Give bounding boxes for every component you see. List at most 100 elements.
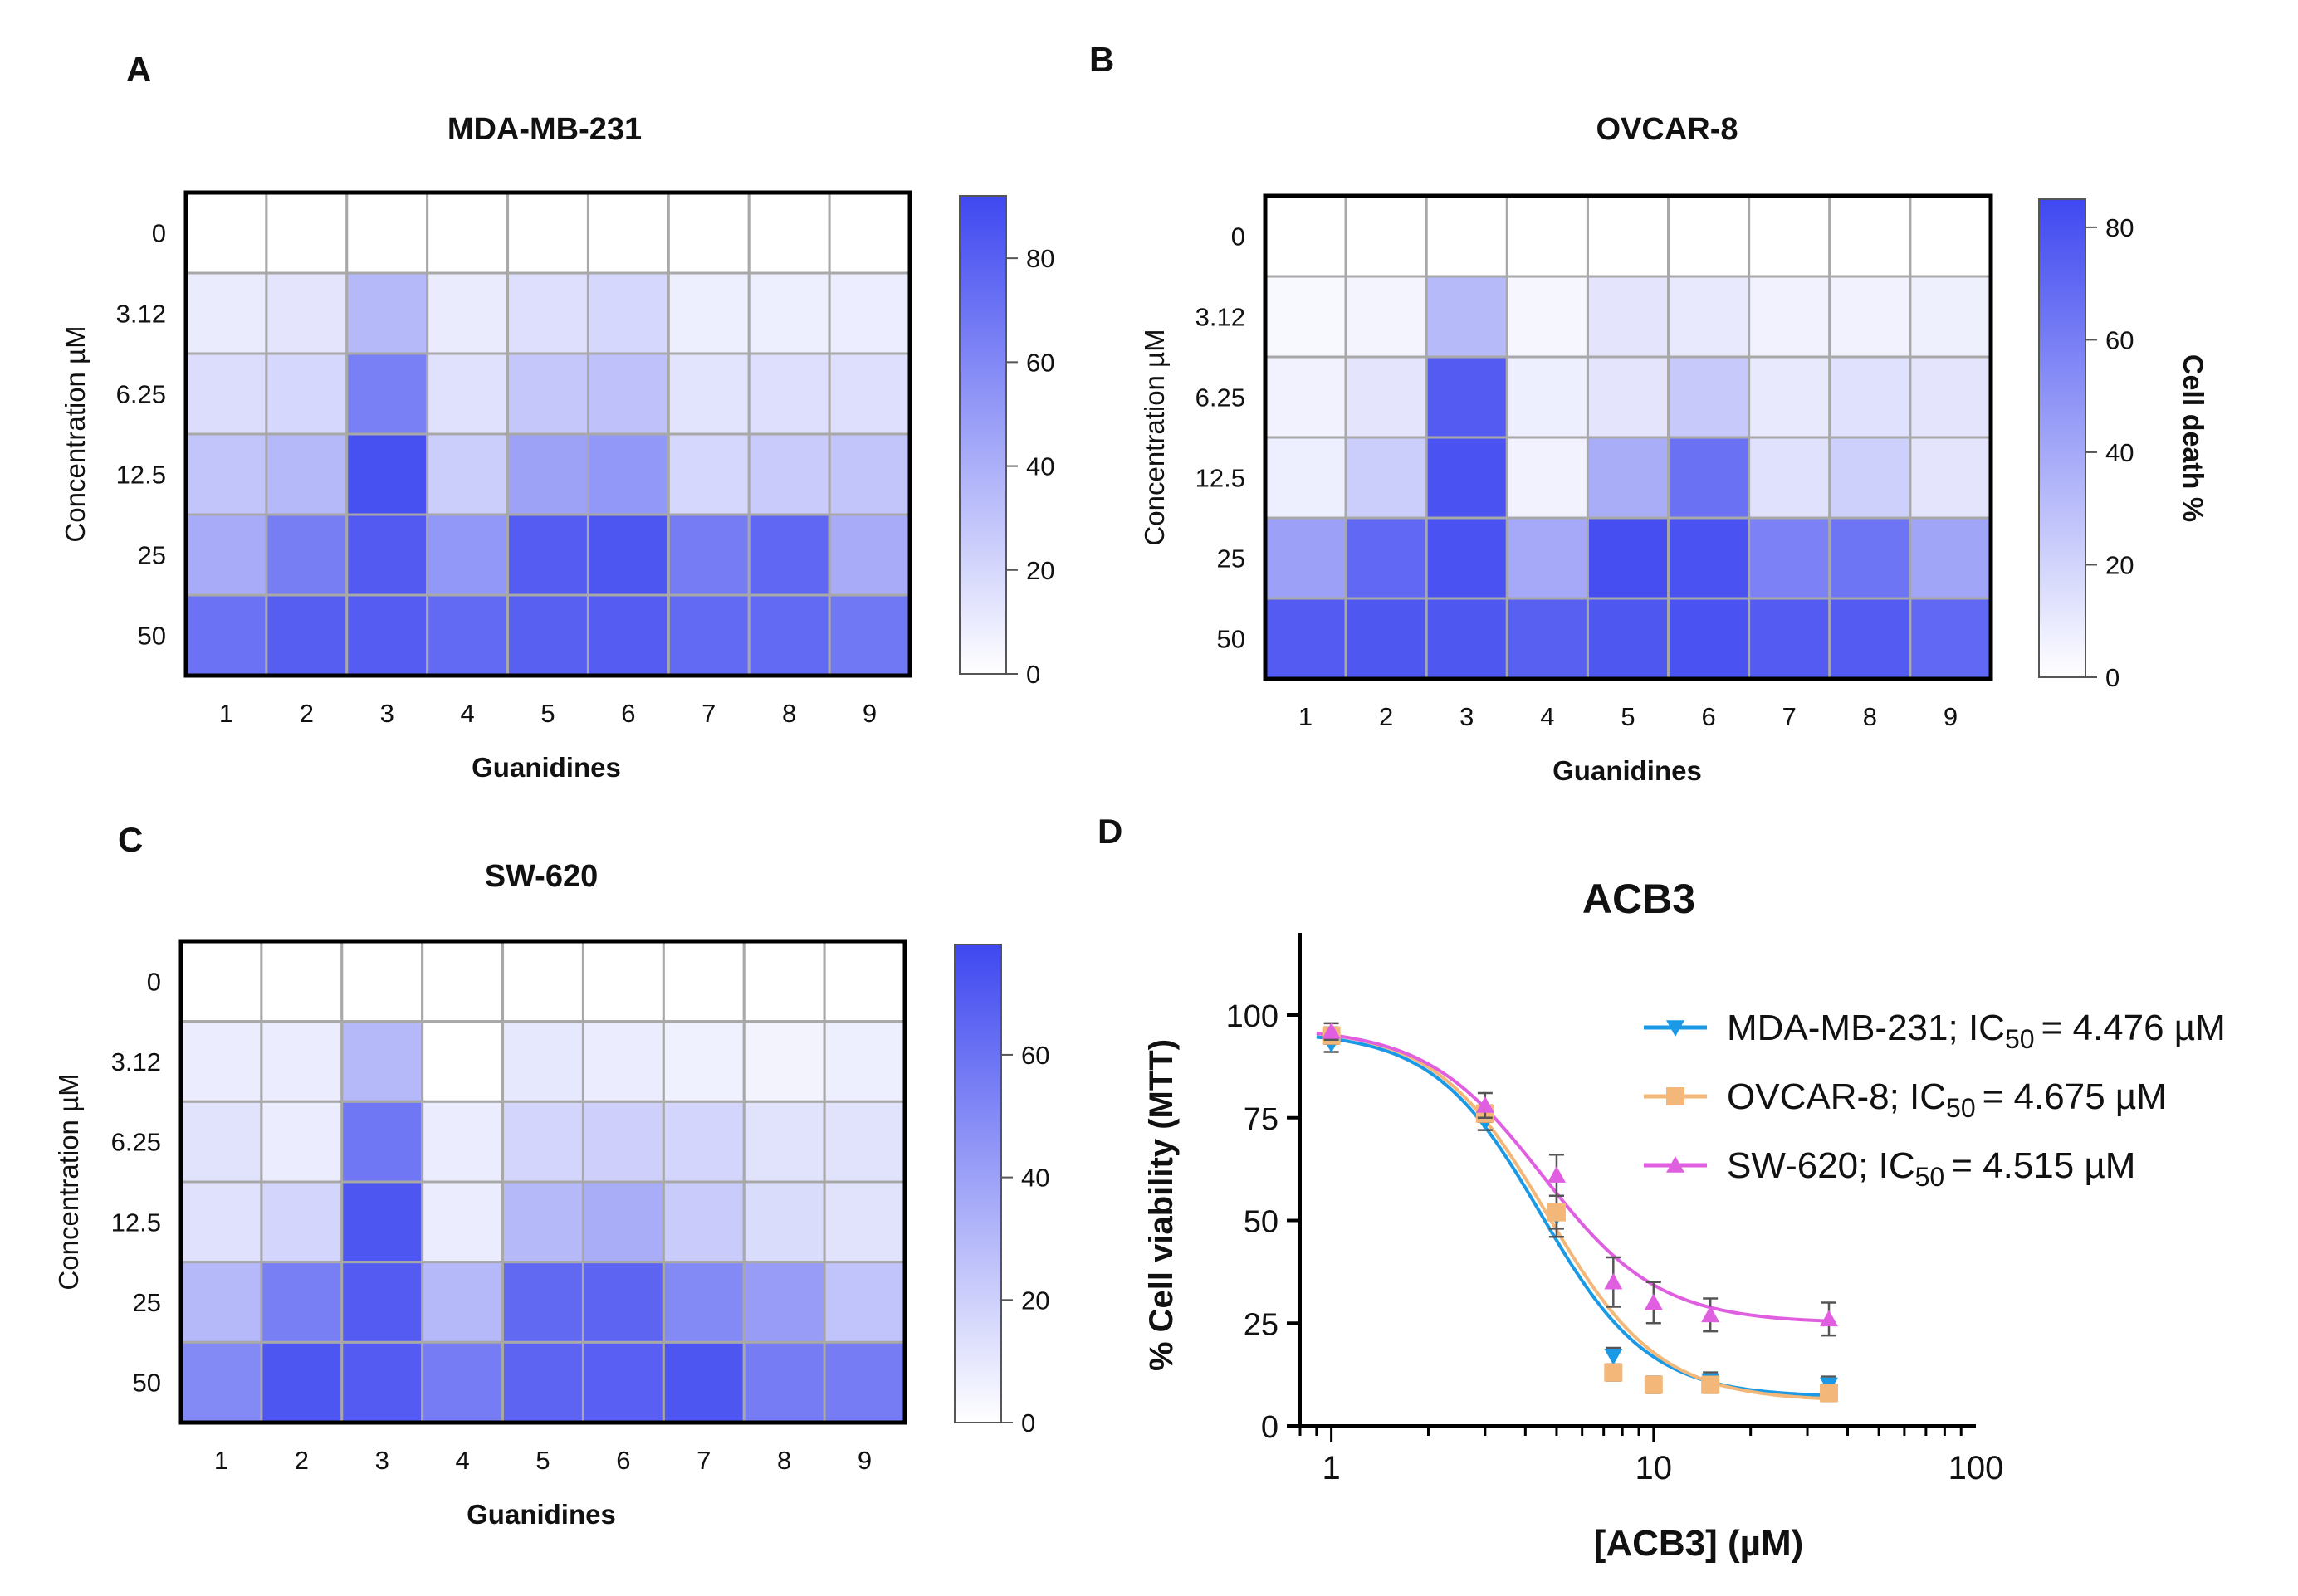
colorbar-tick-label: 80 [2105, 213, 2134, 242]
heatmap-cell [581, 1020, 665, 1103]
heatmap-cell [506, 191, 589, 275]
heatmap-cell [426, 513, 510, 597]
column-label: 2 [300, 699, 314, 728]
column-label: 9 [863, 699, 877, 728]
legend-ic50-value: = 4.515 µM [1951, 1145, 2135, 1186]
column-label: 8 [782, 699, 796, 728]
heatmap-cell [421, 1340, 505, 1424]
colorbar-tick-label: 0 [1021, 1408, 1035, 1437]
column-label: 4 [455, 1446, 469, 1475]
panel-letter-c: C [118, 820, 143, 859]
column-label: 5 [1621, 702, 1635, 731]
data-point [1820, 1384, 1839, 1403]
heatmap-cell [260, 1340, 344, 1424]
legend-subscript: 50 [1946, 1093, 1976, 1123]
heatmap-cell [506, 432, 589, 516]
row-label: 3.12 [1195, 303, 1245, 332]
heatmap-cell [823, 1100, 907, 1184]
data-point [1701, 1375, 1720, 1394]
legend-item: SW-620; IC50 = 4.515 µM [1644, 1145, 2135, 1192]
panel-letter-a: A [126, 50, 151, 89]
column-label: 3 [375, 1446, 389, 1475]
heatmap-title: SW-620 [485, 859, 599, 894]
legend-label: MDA-MB-231; IC50 = 4.476 µM [1727, 1008, 2226, 1054]
colorbar-tick-label: 20 [1021, 1286, 1049, 1315]
colorbar-tick-label: 0 [2105, 663, 2120, 692]
heatmap-frame [178, 939, 907, 1425]
heatmap-cell [742, 1020, 826, 1103]
heatmap-cell [1425, 194, 1508, 278]
column-label: 7 [697, 1446, 711, 1475]
x-axis-label: Guanidines [472, 752, 621, 783]
column-label: 1 [214, 1446, 228, 1475]
heatmap-cell [345, 432, 429, 516]
data-point [1644, 1375, 1663, 1394]
legend-series-text: SW-620; IC [1727, 1145, 1915, 1186]
colorbar [954, 944, 1002, 1423]
colorbar-tick-label: 40 [2105, 438, 2134, 467]
y-tick-label: 0 [1261, 1410, 1279, 1445]
column-label: 6 [621, 699, 635, 728]
heatmap-cell [1586, 516, 1670, 600]
heatmap-cell [1748, 516, 1831, 600]
heatmap-cell [506, 352, 589, 436]
heatmap-cell [421, 1100, 505, 1184]
heatmap-cell [1667, 516, 1751, 600]
heatmap-cell [747, 271, 831, 355]
heatmap-cell [179, 940, 263, 1023]
heatmap-cell [823, 1180, 907, 1264]
heatmap-cell [506, 271, 589, 355]
heatmap-cell [667, 352, 751, 436]
heatmap-cell [662, 1100, 746, 1184]
heatmap-cell [1264, 436, 1347, 520]
column-label: 8 [777, 1446, 791, 1475]
plot-title: ACB3 [1582, 876, 1695, 922]
heatmap-cell [265, 432, 349, 516]
heatmap-cell [1828, 194, 1912, 278]
row-label: 6.25 [1195, 383, 1245, 412]
legend-item: OVCAR-8; IC50 = 4.675 µM [1644, 1076, 2167, 1123]
column-label: 7 [1782, 702, 1797, 731]
heatmap-cell [581, 1100, 665, 1184]
column-label: 4 [1540, 702, 1554, 731]
heatmap-cell [1667, 436, 1751, 520]
heatmap-cell [265, 593, 349, 677]
legend-marker [1666, 1087, 1684, 1105]
heatmap-frame [183, 190, 912, 678]
heatmap-cell [501, 1261, 584, 1344]
heatmap-cell [179, 1340, 263, 1424]
heatmap-cell [586, 513, 670, 597]
heatmap-cell [179, 1180, 263, 1264]
heatmap-title: OVCAR-8 [1596, 112, 1738, 147]
data-point [1322, 1022, 1341, 1039]
heatmap-cell [265, 513, 349, 597]
x-tick-label: 1 [1322, 1450, 1340, 1486]
column-label: 4 [460, 699, 474, 728]
data-point [1820, 1310, 1839, 1327]
heatmap-cell [184, 513, 268, 597]
heatmap-cell [184, 593, 268, 677]
y-tick-label: 75 [1244, 1102, 1279, 1137]
legend-label: OVCAR-8; IC50 = 4.675 µM [1727, 1076, 2167, 1123]
heatmap-cell [501, 1100, 584, 1184]
heatmap-cell [1667, 275, 1751, 359]
heatmap-cell [340, 1020, 424, 1103]
heatmap-cell [586, 352, 670, 436]
colorbar-tick-label: 80 [1026, 244, 1054, 273]
y-tick-label: 100 [1226, 999, 1279, 1034]
x-tick-label: 100 [1948, 1450, 2004, 1486]
heatmap-cell [1748, 194, 1831, 278]
heatmap-cell [184, 191, 268, 275]
heatmap-cell [1667, 194, 1751, 278]
row-label: 12.5 [111, 1208, 161, 1237]
heatmap-cell [421, 1180, 505, 1264]
heatmap-cell [1586, 275, 1670, 359]
legend-ic50-value: = 4.476 µM [2041, 1008, 2226, 1048]
heatmap-cell [184, 271, 268, 355]
heatmap-cell [501, 1340, 584, 1424]
heatmap-cell [426, 593, 510, 677]
heatmap-cell [1425, 516, 1508, 600]
y-tick-label: 25 [1244, 1307, 1279, 1342]
heatmap-cell [1505, 275, 1589, 359]
heatmap-cell [828, 352, 912, 436]
